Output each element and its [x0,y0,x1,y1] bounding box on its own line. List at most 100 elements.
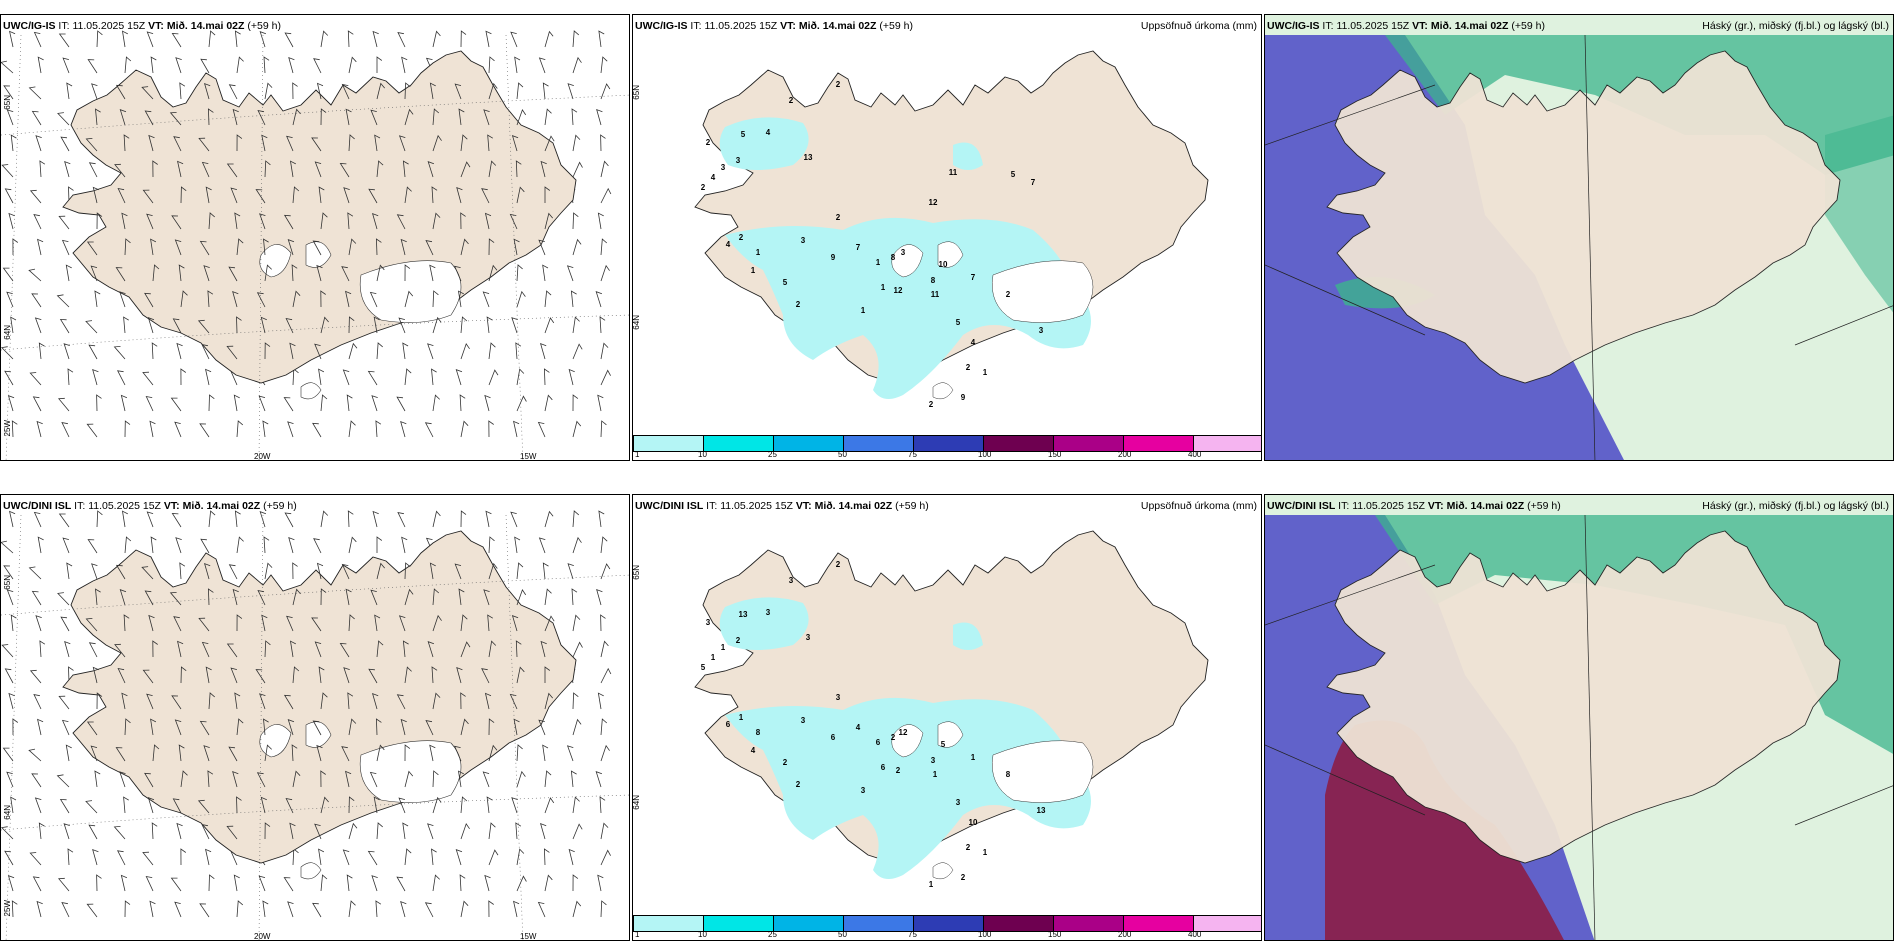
wind-barb [600,822,609,840]
wind-barb [427,823,434,840]
wind-barb [318,368,325,386]
wind-barb [149,420,156,438]
wind-barb [58,513,70,528]
wind-barb [33,694,42,710]
wind-barb [538,719,546,736]
precip-area [953,142,983,170]
wind-barb [345,290,352,308]
wind-barb [600,56,608,74]
precip-value: 1 [876,258,881,267]
wind-barb [432,212,441,230]
wind-barb [203,745,210,762]
wind-barb [199,903,210,918]
wind-barb [208,874,215,892]
wind-barb [396,396,406,412]
wind-barb [400,900,407,918]
wind-barb [460,316,468,334]
wind-barb [119,109,127,126]
wind-barb [149,900,156,918]
wind-barb [348,614,355,632]
wind-barb [404,770,414,788]
wind-barb [314,823,322,840]
lon-label: 15W [520,452,537,461]
wind-barb [316,264,323,282]
wind-barb [95,108,101,126]
wind-barb [236,718,244,736]
colorbar-tick-label: 150 [1048,930,1062,939]
wind-barb [538,537,546,554]
precip-value: 2 [783,758,788,767]
wind-barb [95,588,101,606]
wind-barb [370,589,378,606]
precip-value: 1 [971,753,976,762]
wind-barb [485,30,492,48]
wind-barb [1,346,14,360]
wind-barb [488,900,494,918]
wind-barb [542,82,549,100]
wind-barb [88,824,98,840]
precip-value: 12 [929,198,938,207]
wind-barb [599,316,606,334]
low-cloud-dark-area [1325,720,1564,940]
wind-barb [371,212,379,230]
wind-barb [150,536,157,554]
wind-barb [236,56,244,74]
colorbar-segment [633,915,704,932]
wind-barb [261,614,268,632]
wind-barb [283,214,294,230]
wind-barb [542,744,549,762]
wind-barb [96,510,103,528]
wind-barb [289,640,296,658]
wind-barb [63,823,70,840]
wind-barb [432,770,439,788]
wind-barb [597,394,604,412]
wind-barb [28,566,42,580]
wind-barb [400,420,407,438]
wind-barb [255,669,266,684]
wind-barb [141,86,154,100]
precip-area [953,622,983,650]
wind-barb [318,848,325,866]
wind-barb [180,770,188,788]
wind-barb [544,874,553,892]
wind-barb [481,188,490,204]
wind-barb [3,565,14,580]
wind-barb [483,109,490,126]
wind-barb [537,421,546,438]
precip-value: 2 [961,873,966,882]
wind-barb [488,82,498,100]
wind-barb [312,720,322,736]
glacier [259,724,292,758]
wind-barb [570,770,577,788]
wind-barb [58,215,70,230]
lon-line-25w [5,34,22,460]
wind-barb [376,342,383,360]
lat-label: 64N [632,315,641,330]
wind-barb [454,265,462,282]
wind-barb [513,900,520,918]
wind-barb [572,343,583,360]
wind-barb [460,134,468,152]
wind-barb [455,369,463,386]
wind-barb [343,187,350,204]
wind-barbs-land [85,562,555,840]
wind-barb [36,900,43,918]
wind-barb [228,564,238,580]
wind-barb [8,212,15,230]
wind-barb [283,397,294,412]
glacier [891,244,924,278]
wind-barb [33,31,42,48]
wind-barb [66,82,73,100]
wind-barb [176,822,183,840]
wind-barb [68,666,74,684]
wind-barb [119,589,127,606]
wind-barb [124,238,131,256]
wind-barb [35,615,42,632]
precip-value: 3 [736,156,741,165]
wind-barb [432,134,442,152]
lat-label: 65N [632,565,641,580]
wind-barb [263,238,269,256]
wind-barb [341,83,350,100]
colorbar-segment [1053,435,1124,452]
wind-barb [121,510,128,528]
